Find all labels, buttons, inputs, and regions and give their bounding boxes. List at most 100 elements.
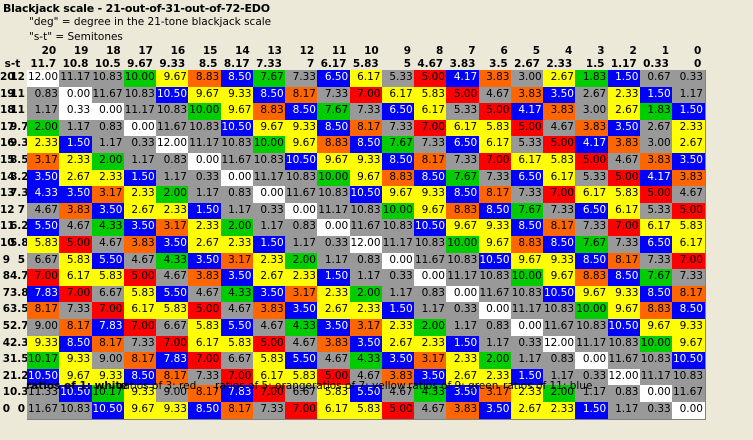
interval-cell: 3.50 [317,319,352,337]
interval-cell: 5.83 [317,385,352,404]
interval-cell: 11.17 [575,335,610,354]
row-semitone-label: 8.2 [10,170,29,183]
interval-cell: 6.17 [317,402,352,420]
interval-cell: 2.33 [156,202,190,221]
interval-cell: 2.67 [575,86,610,105]
interval-cell: 6.17 [123,302,158,321]
interval-cell: 5.83 [91,269,126,288]
interval-cell: 6.50 [639,236,674,254]
interval-cell: 10.50 [349,186,384,205]
interval-cell: 0.00 [123,119,158,138]
interval-cell: 10.83 [478,269,513,288]
interval-cell: 9.67 [220,103,255,122]
degree-header: 12 [299,45,315,57]
interval-cell: 0.33 [252,202,287,221]
interval-cell: 1.83 [575,70,610,88]
interval-cell: 9.67 [349,169,384,188]
row-semitone-label: 0.3 [10,386,29,399]
interval-cell: 1.50 [672,103,706,122]
interval-cell: 0.00 [252,186,287,205]
interval-cell: 1.17 [349,269,384,288]
semitone-header: 7 [306,58,315,70]
interval-cell: 3.50 [349,335,384,354]
row-degree-label: 13 [0,187,15,200]
interval-cell: 7.00 [188,352,223,371]
interval-cell: 3.50 [285,302,319,321]
interval-cell: 7.00 [123,319,158,337]
interval-cell: 5.00 [381,402,416,420]
degree-header: 4 [564,45,573,57]
interval-cell: 4.17 [639,169,674,188]
interval-cell: 0.33 [672,70,706,88]
interval-cell: 0.00 [317,219,352,238]
interval-cell: 8.50 [285,103,319,122]
interval-cell: 7.00 [349,86,384,105]
interval-cell: 7.00 [414,119,448,138]
interval-cell: 2.33 [607,86,642,105]
interval-cell: 9.33 [672,319,706,337]
row-degree-label: 20 [0,71,15,83]
interval-cell: 10.83 [220,136,255,155]
interval-cell: 0.83 [91,119,126,138]
interval-cell: 10.83 [446,252,481,271]
legend-ratio-11: ratios of 11: blue [503,380,593,392]
interval-cell: 4.33 [91,219,126,238]
interval-cell: 4.67 [27,202,61,221]
legend-ratio-7: ratios of 7: yellow [312,380,406,392]
interval-cell: 1.17 [27,103,61,122]
interval-cell: 1.17 [672,86,706,105]
interval-cell: 4.33 [156,252,190,271]
interval-cell: 9.67 [156,70,190,88]
interval-cell: 3.83 [317,335,352,354]
row-degree-label: 6 [2,303,10,316]
interval-cell: 4.67 [123,252,158,271]
interval-cell: 2.33 [510,385,545,404]
row-semitone-label: 6.2 [10,220,29,233]
interval-cell: 3.50 [188,252,223,271]
interval-cell: 2.67 [510,402,545,420]
interval-cell: 8.50 [349,136,384,155]
interval-cell: 0.00 [446,285,481,304]
interval-cell: 9.67 [543,269,577,288]
interval-cell: 0.33 [123,136,158,155]
interval-cell: 5.83 [59,252,94,271]
interval-cell: 10.50 [478,252,513,271]
legend-ratio-9: ratios of 9: green [408,380,499,392]
interval-cell: 0.00 [59,86,94,105]
interval-cell: 4.67 [156,269,190,288]
interval-cell: 4.67 [414,402,448,420]
degree-header: 0 [693,45,702,57]
interval-cell: 3.50 [156,236,190,254]
interval-cell: 10.50 [91,402,126,420]
interval-cell: 8.50 [252,86,287,105]
interval-cell: 0.33 [446,302,481,321]
interval-cell: 11.17 [381,236,416,254]
interval-cell: 0.33 [188,169,223,188]
ratio-legend: ratios of 1: white ratios of 3: red rati… [0,380,753,394]
row-semitone-label: 3.5 [10,303,29,316]
interval-cell: 8.17 [414,153,448,171]
interval-cell: 4.67 [381,385,416,404]
interval-cell: 7.83 [91,319,126,337]
interval-cell: 1.17 [188,186,223,205]
interval-cell: 0.00 [91,103,126,122]
interval-cell: 10.50 [414,219,448,238]
interval-cell: 9.67 [639,319,674,337]
interval-cell: 9.33 [607,285,642,304]
interval-cell: 11.17 [446,269,481,288]
interval-cell: 11.67 [349,219,384,238]
interval-cell: 1.83 [639,103,674,122]
row-semitone-label: 7 [17,203,25,216]
interval-cell: 2.33 [285,269,319,288]
interval-cell: 11.17 [317,202,352,221]
interval-cell: 2.33 [381,319,416,337]
interval-cell: 2.33 [414,335,448,354]
interval-cell: 1.50 [446,335,481,354]
interval-cell: 5.83 [349,402,384,420]
interval-cell: 1.17 [252,219,287,238]
interval-cell: 10.83 [575,319,610,337]
interval-cell: 6.67 [91,285,126,304]
interval-cell: 3.17 [285,285,319,304]
interval-cell: 3.83 [188,269,223,288]
interval-cell: 8.83 [381,169,416,188]
